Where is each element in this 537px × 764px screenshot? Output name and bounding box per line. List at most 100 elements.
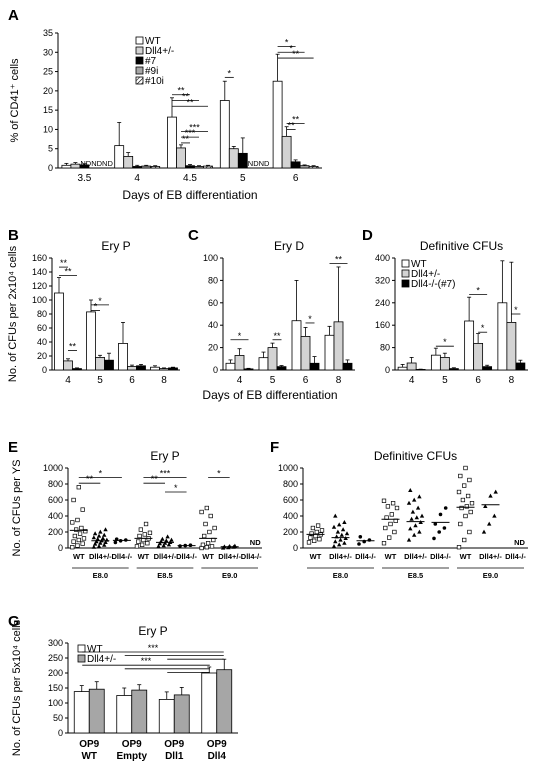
bar xyxy=(167,116,177,169)
y-tick-label: 40 xyxy=(37,337,47,347)
significance-label: * xyxy=(285,38,289,48)
nd-label: NDND xyxy=(248,159,270,168)
significance-label: ** xyxy=(292,115,300,125)
data-point xyxy=(75,517,80,523)
chart-title: Definitive CFUs xyxy=(420,239,503,253)
bar xyxy=(194,166,204,169)
data-point xyxy=(209,544,215,549)
panel-label-e: E xyxy=(8,439,18,456)
data-point xyxy=(199,509,204,515)
x-tick-line: OP9 xyxy=(122,739,142,750)
data-point xyxy=(331,544,337,548)
significance-label: * xyxy=(99,469,103,479)
data-point xyxy=(417,529,422,534)
y-tick-label: 80 xyxy=(37,309,47,319)
bar xyxy=(506,321,517,371)
x-tick-line: WT xyxy=(81,751,97,762)
data-point xyxy=(412,532,417,537)
y-tick-label: 60 xyxy=(37,323,47,333)
significance-label: * xyxy=(228,68,232,78)
y-tick-label: 0 xyxy=(42,365,47,375)
y-tick-label: 250 xyxy=(48,653,63,663)
x-tick-label: 6 xyxy=(303,375,309,386)
panel-label-f: F xyxy=(270,439,279,456)
significance-label: *** xyxy=(148,643,159,653)
data-point xyxy=(79,525,84,531)
y-tick-label: 150 xyxy=(48,683,63,693)
data-point xyxy=(134,544,140,549)
significance-label: * xyxy=(174,483,178,493)
stage-label: E8.0 xyxy=(333,571,348,580)
y-tick-label: 1000 xyxy=(43,463,63,473)
genotype-label: WT xyxy=(138,552,150,561)
data-point xyxy=(312,538,317,543)
data-point xyxy=(136,539,141,544)
data-point xyxy=(204,505,209,511)
data-point xyxy=(394,505,400,511)
bar xyxy=(88,688,105,734)
bar xyxy=(497,302,508,371)
y-tick-label: 15 xyxy=(43,105,53,115)
x-tick-line: OP9 xyxy=(79,739,99,750)
y-tick-label: 60 xyxy=(208,298,218,308)
chart-g: 0 50 100 150 200 250 300 Ery P No. of CFUs per 5… xyxy=(11,619,238,762)
genotype-label: Dll4+/- xyxy=(479,552,502,561)
significance-label: ** xyxy=(273,331,281,341)
x-tick-label: 5 xyxy=(442,375,448,386)
bar xyxy=(515,362,526,371)
legend-swatch xyxy=(401,269,410,278)
data-point xyxy=(388,521,393,527)
data-point xyxy=(74,527,79,532)
bar xyxy=(176,147,186,169)
bar xyxy=(72,368,82,371)
data-point xyxy=(81,536,87,541)
x-tick-label: 5 xyxy=(240,173,246,184)
bar xyxy=(173,694,190,734)
y-axis-label: No. of CFUs per YS xyxy=(11,460,23,557)
y-tick-label: 80 xyxy=(380,343,390,353)
y-tick-label: 20 xyxy=(43,86,53,96)
bar xyxy=(136,365,146,371)
x-tick-label: 8 xyxy=(161,375,167,386)
bar xyxy=(464,320,475,371)
y-tick-label: 160 xyxy=(375,320,390,330)
y-axis-label: No. of CFUs per 5x10⁴ cells xyxy=(11,619,23,756)
y-tick-label: 140 xyxy=(32,267,47,277)
legend-label: Dll4+/- xyxy=(411,269,440,280)
bar xyxy=(203,165,213,169)
x-tick-line: OP9 xyxy=(164,739,184,750)
bar xyxy=(158,699,175,734)
data-point xyxy=(205,541,211,546)
data-point xyxy=(96,544,102,548)
y-tick-label: 800 xyxy=(283,479,298,489)
x-tick-label: 6 xyxy=(129,375,135,386)
bar xyxy=(127,366,137,371)
y-tick-label: 0 xyxy=(293,543,298,553)
data-point xyxy=(483,504,488,508)
bar xyxy=(342,362,353,371)
chart-title: Ery D xyxy=(274,239,304,253)
data-point xyxy=(165,534,170,539)
bar xyxy=(123,156,134,169)
significance-label: ** xyxy=(64,267,72,277)
data-point xyxy=(145,541,150,546)
stage-label: E8.0 xyxy=(93,571,108,580)
y-tick-label: 100 xyxy=(203,253,218,263)
y-tick-label: 400 xyxy=(283,511,298,521)
data-point xyxy=(317,537,322,542)
genotype-label: Dll4-/- xyxy=(241,552,262,561)
bar xyxy=(150,366,160,371)
significance-label: ** xyxy=(69,341,77,351)
data-point xyxy=(342,520,347,524)
y-tick-label: 400 xyxy=(375,253,390,263)
data-point xyxy=(469,501,475,506)
data-point xyxy=(319,528,325,533)
x-axis-label: Days of EB differentiation xyxy=(122,188,257,202)
x-tick-label: 6 xyxy=(475,375,481,386)
data-point xyxy=(467,529,472,535)
y-tick-label: 35 xyxy=(43,28,53,38)
bar xyxy=(228,148,239,169)
significance-label: *** xyxy=(189,122,200,132)
x-tick-label: 8 xyxy=(336,375,342,386)
